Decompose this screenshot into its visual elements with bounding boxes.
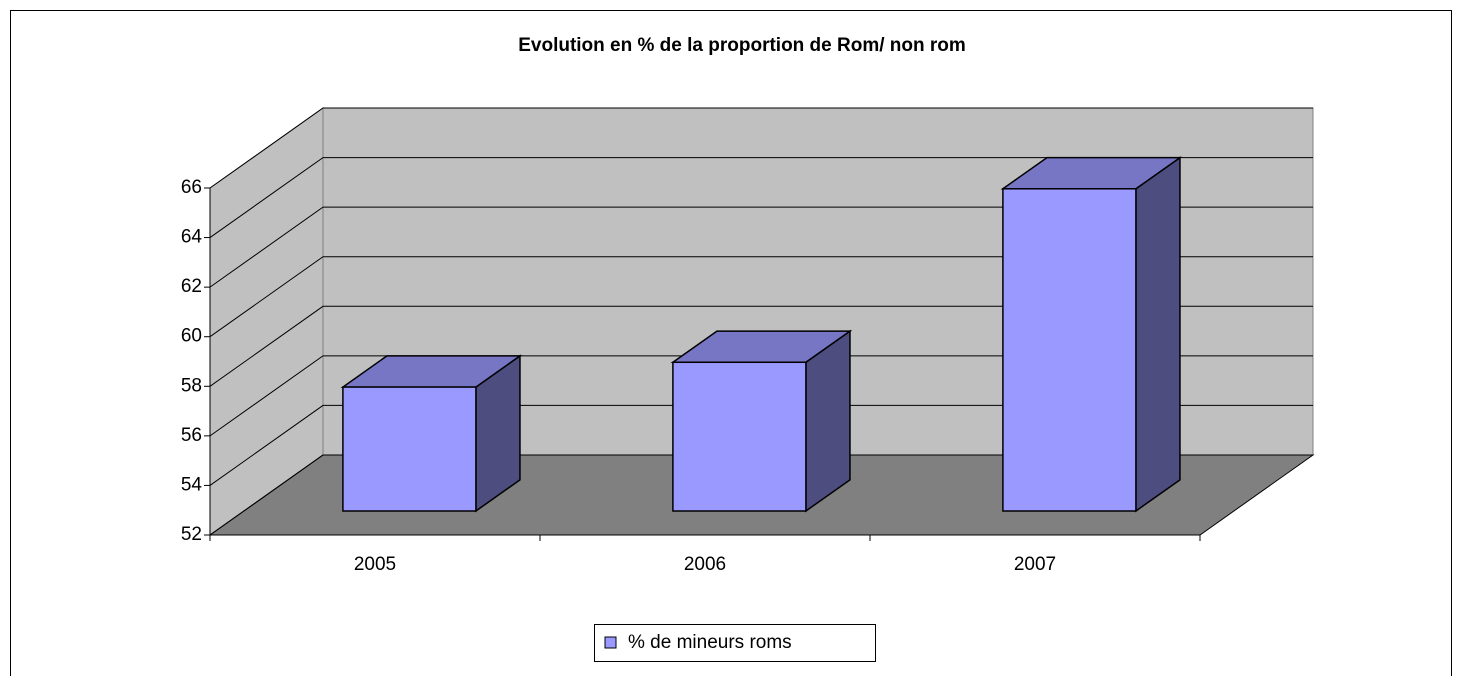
y-tick-label: 64 bbox=[181, 227, 203, 248]
bar bbox=[1002, 188, 1137, 512]
y-tick-label: 54 bbox=[181, 474, 203, 495]
grid-line bbox=[209, 206, 1313, 288]
y-tick-label: 62 bbox=[181, 276, 202, 297]
chart-title: Evolution en % de la proportion de Rom/ … bbox=[518, 35, 966, 56]
grid-line bbox=[209, 305, 1313, 387]
y-tick-label: 60 bbox=[181, 326, 202, 347]
legend-box bbox=[594, 624, 876, 662]
grid-line bbox=[209, 157, 1313, 238]
bar bbox=[342, 386, 477, 512]
bar-side bbox=[1135, 156, 1181, 513]
y-tick-label: 52 bbox=[181, 524, 202, 545]
legend-swatch bbox=[604, 636, 617, 649]
grid-line bbox=[209, 404, 1313, 486]
grid-line bbox=[209, 107, 1313, 189]
y-tick-label: 66 bbox=[181, 177, 202, 198]
legend-label: % de mineurs roms bbox=[628, 632, 792, 653]
x-tick-label: 2006 bbox=[684, 554, 726, 575]
y-tick-label: 58 bbox=[181, 375, 202, 396]
x-tick-label: 2005 bbox=[354, 554, 396, 575]
bar bbox=[672, 361, 807, 512]
grid-line bbox=[209, 355, 1313, 437]
grid-line bbox=[209, 454, 1313, 536]
x-tick-label: 2007 bbox=[1014, 554, 1056, 575]
y-tick-label: 56 bbox=[181, 425, 202, 446]
grid-line bbox=[209, 256, 1313, 338]
